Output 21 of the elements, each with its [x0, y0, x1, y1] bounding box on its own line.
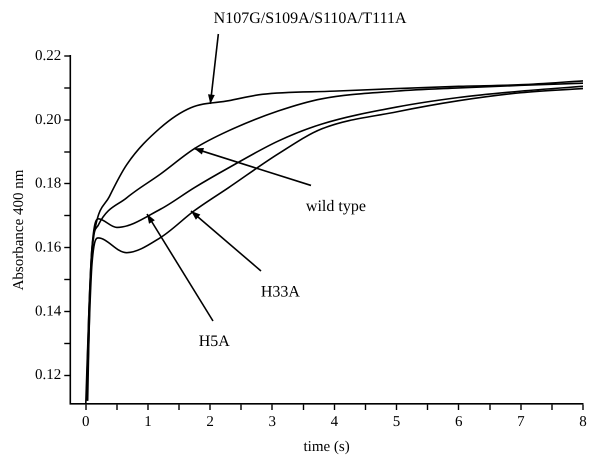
x-tick-label: 2	[206, 414, 214, 430]
y-tick-label: 0.20	[35, 112, 62, 128]
y-tick-label: 0.14	[35, 303, 62, 320]
x-tick-label: 8	[579, 414, 587, 430]
annotation: wild type	[306, 198, 366, 215]
x-tick-label: 1	[144, 414, 152, 430]
y-tick-label: 0.22	[35, 48, 62, 64]
x-tick-label: 3	[268, 414, 276, 430]
x-axis-title: time (s)	[304, 438, 350, 455]
x-tick-label: 5	[392, 414, 400, 430]
x-tick-label: 4	[330, 414, 339, 430]
y-tick-label: 0.18	[35, 176, 62, 192]
x-tick-label: 6	[454, 414, 463, 430]
y-axis-title: Absorbance 400 nm	[10, 169, 27, 290]
annotation: H33A	[260, 284, 300, 301]
y-tick-label: 0.16	[35, 239, 62, 256]
x-tick-label: 7	[517, 414, 526, 430]
annotation: N107G/S109A/S110A/T111A	[214, 10, 407, 28]
annotation: H5A	[198, 332, 230, 350]
x-tick-label: 0	[82, 414, 90, 430]
y-tick-label: 0.12	[35, 367, 62, 384]
